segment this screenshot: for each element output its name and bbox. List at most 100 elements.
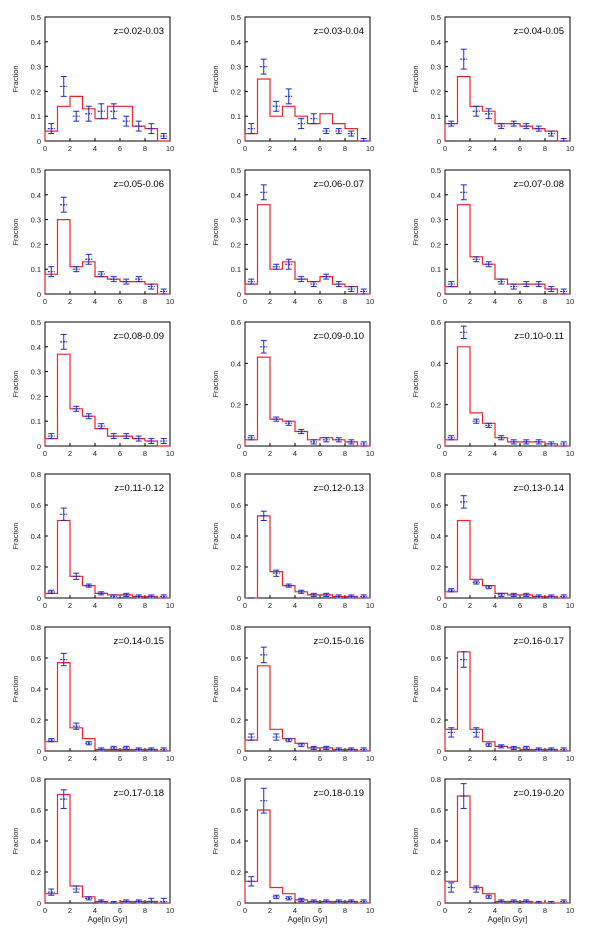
x-tick-label: 6 [118, 297, 122, 306]
observed-errorbar [160, 594, 168, 599]
y-axis-label: Fraction [211, 522, 220, 549]
observed-errorbar [522, 899, 530, 904]
x-tick-label: 0 [243, 754, 247, 763]
observed-errorbar [547, 286, 555, 293]
x-tick-label: 4 [293, 297, 297, 306]
x-tick-label: 2 [68, 754, 72, 763]
x-tick-label: 4 [493, 144, 497, 153]
observed-errorbar [460, 325, 468, 340]
x-tick-label: 10 [166, 144, 174, 153]
panel-1: 0 0.1 0.2 0.3 0.4 0.5 0 2 4 6 8 10 Fraction z=0.02-0.… [11, 13, 174, 153]
x-tick-label: 0 [43, 906, 47, 915]
observed-errorbar [510, 439, 518, 445]
observed-errorbar [360, 899, 368, 904]
observed-errorbar [297, 742, 305, 747]
observed-errorbar [485, 894, 493, 899]
observed-errorbar [272, 416, 280, 422]
panel-label: z=0.07-0.08 [514, 179, 564, 190]
y-tick-label: 0.2 [431, 240, 441, 249]
x-tick-label: 10 [566, 906, 574, 915]
y-tick-label: 0.2 [31, 716, 41, 725]
observed-errorbar [560, 441, 568, 447]
observed-errorbar [72, 885, 80, 893]
observed-errorbar [110, 103, 118, 120]
x-tick-label: 2 [268, 144, 272, 153]
x-tick-label: 0 [243, 906, 247, 915]
observed-errorbar [360, 288, 368, 295]
model-histogram [244, 356, 370, 447]
x-tick-label: 10 [566, 601, 574, 610]
observed-errorbar [260, 58, 268, 75]
x-tick-label: 6 [518, 754, 522, 763]
observed-errorbar [47, 433, 55, 440]
y-axis-label: Fraction [411, 675, 420, 702]
x-tick-label: 8 [543, 297, 547, 306]
y-tick-label: 0 [37, 899, 41, 908]
x-tick-label: 0 [443, 906, 447, 915]
x-tick-label: 0 [243, 601, 247, 610]
observed-errorbar [285, 420, 293, 426]
observed-errorbar [135, 276, 143, 283]
observed-errorbar [322, 273, 330, 280]
observed-errorbar [485, 742, 493, 747]
y-axis-label: Fraction [411, 65, 420, 92]
y-tick-label: 0.1 [431, 112, 441, 121]
x-tick-label: 0 [243, 297, 247, 306]
observed-errorbar [547, 594, 555, 599]
observed-errorbar [335, 281, 343, 288]
y-tick-label: 0.2 [31, 392, 41, 401]
y-tick-label: 0.2 [31, 563, 41, 572]
observed-errorbar [72, 266, 80, 273]
observed-errorbar [310, 592, 318, 597]
observed-errorbar [335, 128, 343, 135]
observed-errorbar [497, 278, 505, 285]
y-tick-label: 0.2 [231, 716, 241, 725]
panel-14: 0 0.2 0.4 0.6 0.8 0 2 4 6 8 10 Fraction z=0.15-0.16 [211, 623, 374, 763]
observed-errorbar [122, 745, 130, 750]
x-tick-label: 2 [468, 144, 472, 153]
y-tick-label: 0.4 [231, 359, 241, 368]
x-tick-label: 10 [166, 601, 174, 610]
observed-errorbar [335, 899, 343, 904]
x-tick-label: 4 [293, 601, 297, 610]
panel-7: 0 0.1 0.2 0.3 0.4 0.5 0 2 4 6 8 10 Fraction z=0.08-0.… [11, 318, 174, 458]
observed-errorbar [560, 288, 568, 295]
y-tick-label: 0.3 [31, 216, 41, 225]
x-tick-label: 2 [268, 601, 272, 610]
observed-errorbar [110, 276, 118, 283]
y-axis-label: Fraction [411, 218, 420, 245]
y-tick-label: 0.6 [231, 501, 241, 510]
observed-errorbar [310, 439, 318, 445]
observed-errorbar [272, 894, 280, 899]
x-tick-label: 0 [443, 601, 447, 610]
y-axis-label: Fraction [11, 522, 20, 549]
model-histogram [44, 219, 170, 295]
x-tick-label: 2 [68, 906, 72, 915]
y-tick-label: 0 [37, 290, 41, 299]
panel-11: 0 0.2 0.4 0.6 0.8 0 2 4 6 8 10 Fraction z=0.12-0.13 [211, 470, 374, 610]
y-tick-label: 0.6 [431, 318, 441, 327]
model-histogram [245, 515, 370, 599]
x-tick-label: 2 [268, 449, 272, 458]
panel-2: 0 0.1 0.2 0.3 0.4 0.5 0 2 4 6 8 10 Fraction z=0.03-0.… [211, 13, 374, 153]
model-histogram [244, 665, 370, 752]
observed-errorbar [360, 747, 368, 752]
x-tick-label: 8 [143, 906, 147, 915]
y-tick-label: 0.8 [231, 470, 241, 479]
plot-frame [244, 169, 371, 295]
observed-errorbar [335, 437, 343, 443]
y-tick-label: 0 [37, 442, 41, 451]
y-axis-label: Fraction [211, 827, 220, 854]
panel-12: 0 0.2 0.4 0.6 0.8 0 2 4 6 8 10 Fraction z=0.13-0.14 [411, 470, 574, 610]
x-tick-label: 4 [493, 601, 497, 610]
observed-errorbar [247, 123, 255, 135]
observed-errorbar [510, 592, 518, 597]
y-tick-label: 0.8 [31, 623, 41, 632]
y-tick-label: 0.4 [431, 38, 441, 47]
panel-label: z=0.11-0.12 [114, 483, 164, 494]
observed-errorbar [547, 900, 555, 904]
y-tick-label: 0.4 [231, 685, 241, 694]
y-axis-label: Fraction [211, 675, 220, 702]
y-tick-label: 0 [37, 747, 41, 756]
observed-errorbar [297, 589, 305, 594]
